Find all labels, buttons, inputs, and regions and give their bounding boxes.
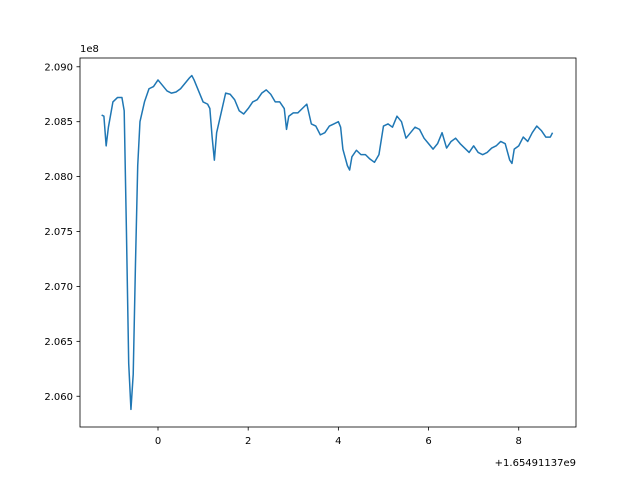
axes-frame <box>79 57 577 428</box>
y-tick-label: 2.070 <box>44 282 73 293</box>
data-line <box>101 74 554 411</box>
x-tick-label: 0 <box>155 436 161 447</box>
y-tick-label: 2.075 <box>44 227 73 238</box>
y-tick-label: 2.065 <box>44 337 73 348</box>
y-offset-label: 1e8 <box>80 44 99 55</box>
x-tick-label: 6 <box>425 436 431 447</box>
x-offset-label: +1.65491137e9 <box>495 458 576 469</box>
y-tick-label: 2.060 <box>44 392 73 403</box>
x-tick-label: 4 <box>335 436 341 447</box>
x-tick-label: 8 <box>516 436 522 447</box>
y-tick-label: 2.090 <box>44 62 73 73</box>
y-tick-label: 2.085 <box>44 117 73 128</box>
y-tick-label: 2.080 <box>44 172 73 183</box>
x-tick-label: 2 <box>245 436 251 447</box>
